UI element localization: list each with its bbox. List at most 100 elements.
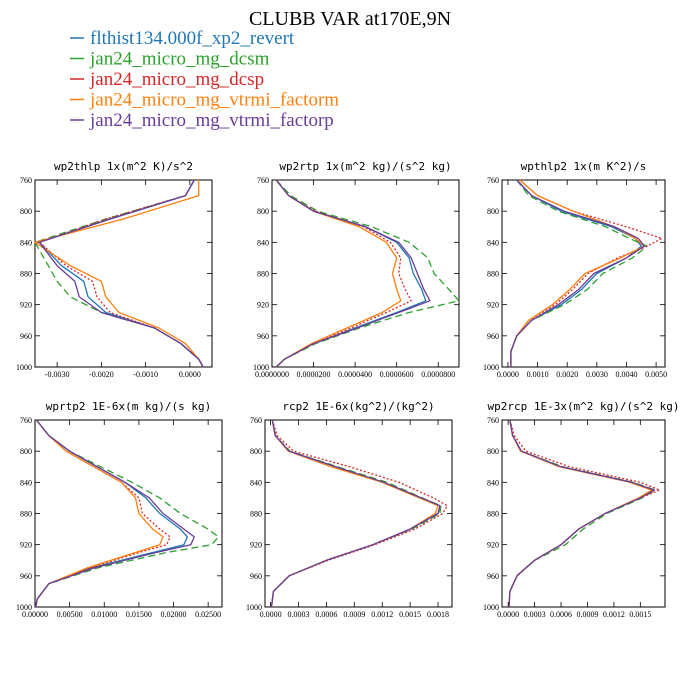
y-tick-label: 920 bbox=[257, 301, 269, 310]
series-line bbox=[35, 419, 189, 608]
x-tick-label: 0.0000 bbox=[497, 610, 519, 619]
series-line bbox=[508, 419, 656, 608]
series-line bbox=[275, 179, 431, 368]
y-tick-label: 1000 bbox=[16, 363, 32, 372]
y-tick-label: 760 bbox=[487, 176, 499, 185]
series-line bbox=[38, 179, 204, 368]
y-tick-label: 1000 bbox=[483, 603, 499, 612]
chart-panel: wprtp2 1E-6x(m kg)/(s kg) 760 800 840 880 920… bbox=[16, 400, 223, 619]
x-tick-label: 0.0000400 bbox=[338, 370, 372, 379]
y-tick-label: 880 bbox=[257, 270, 269, 279]
x-tick-label: 0.0009 bbox=[343, 610, 365, 619]
y-tick-label: 960 bbox=[487, 332, 499, 341]
x-tick-label: 0.00000 bbox=[22, 610, 48, 619]
y-tick-label: 920 bbox=[250, 541, 262, 550]
y-tick-label: 800 bbox=[487, 447, 499, 456]
legend-entry-label: jan24_micro_mg_dcsm bbox=[89, 49, 270, 70]
x-tick-label: 0.0050 bbox=[645, 370, 667, 379]
x-tick-label: -0.0010 bbox=[133, 370, 158, 379]
panel-title: wp2rcp 1E-3x(m^2 kg)/(s^2 kg) bbox=[487, 400, 679, 413]
x-tick-label: 0.0018 bbox=[427, 610, 449, 619]
x-tick-label: 0.0000000 bbox=[255, 370, 289, 379]
x-tick-label: 0.0003 bbox=[524, 610, 546, 619]
x-tick-label: 0.0000600 bbox=[380, 370, 414, 379]
series-line bbox=[275, 179, 460, 368]
y-tick-label: 840 bbox=[257, 238, 269, 247]
x-tick-label: 0.0000 bbox=[497, 370, 519, 379]
y-tick-label: 760 bbox=[20, 416, 32, 425]
y-tick-label: 800 bbox=[250, 447, 262, 456]
series-line bbox=[270, 419, 442, 608]
y-tick-label: 960 bbox=[257, 332, 269, 341]
x-tick-label: 0.0012 bbox=[371, 610, 393, 619]
y-tick-label: 920 bbox=[487, 301, 499, 310]
y-tick-label: 840 bbox=[20, 478, 32, 487]
y-tick-label: 1000 bbox=[483, 363, 499, 372]
plot-frame bbox=[34, 179, 213, 368]
series-line bbox=[508, 419, 653, 608]
series-line bbox=[510, 179, 642, 367]
series-line bbox=[275, 179, 427, 368]
x-tick-label: 0.0000 bbox=[179, 370, 201, 379]
x-tick-label: 0.0000200 bbox=[297, 370, 331, 379]
panel-title: wp2rtp 1x(m^2 kg)/(s^2 kg) bbox=[279, 160, 451, 173]
y-tick-label: 880 bbox=[250, 510, 262, 519]
y-tick-label: 760 bbox=[20, 176, 32, 185]
series-line bbox=[270, 419, 448, 608]
y-tick-label: 880 bbox=[487, 510, 499, 519]
chart-panel: wp2rtp 1x(m^2 kg)/(s^2 kg) 760 800 840 880 92… bbox=[253, 160, 460, 379]
x-tick-label: 0.01000 bbox=[91, 610, 117, 619]
series-line bbox=[38, 179, 204, 368]
y-tick-label: 800 bbox=[257, 207, 269, 216]
legend-entry-label: jan24_micro_mg_vtrmi_factorp bbox=[89, 110, 334, 131]
y-tick-label: 920 bbox=[20, 301, 32, 310]
x-tick-label: -0.0030 bbox=[45, 370, 70, 379]
y-tick-label: 760 bbox=[257, 176, 269, 185]
panel-title: wp2thlp 1x(m^2 K)/s^2 bbox=[54, 160, 193, 173]
x-tick-label: 0.0006 bbox=[550, 610, 572, 619]
series-line bbox=[510, 179, 648, 367]
y-tick-label: 880 bbox=[20, 510, 32, 519]
series-line bbox=[34, 180, 204, 368]
series-line bbox=[508, 419, 656, 608]
y-tick-label: 920 bbox=[20, 541, 32, 550]
x-tick-label: 0.0020 bbox=[556, 370, 578, 379]
x-tick-label: 0.0030 bbox=[586, 370, 608, 379]
x-tick-label: 0.0015 bbox=[629, 610, 651, 619]
series-line bbox=[35, 419, 171, 608]
y-tick-label: 840 bbox=[20, 238, 32, 247]
x-tick-label: 0.0009 bbox=[576, 610, 598, 619]
series-line bbox=[275, 179, 402, 368]
plot-frame bbox=[264, 419, 453, 608]
x-tick-label: 0.02500 bbox=[195, 610, 221, 619]
series-line bbox=[270, 419, 441, 608]
y-tick-label: 760 bbox=[487, 416, 499, 425]
x-tick-label: 0.02000 bbox=[161, 610, 187, 619]
x-tick-label: 0.0006 bbox=[315, 610, 337, 619]
chart-panel: rcp2 1E-6x(kg^2)/(kg^2) 760 800 840 880 920 96… bbox=[246, 400, 453, 619]
plot-frame bbox=[501, 179, 666, 368]
series-line bbox=[270, 419, 441, 608]
series-line bbox=[275, 179, 412, 368]
y-tick-label: 920 bbox=[487, 541, 499, 550]
panel-title: wprtp2 1E-6x(m kg)/(s kg) bbox=[46, 400, 212, 413]
panel-title: rcp2 1E-6x(kg^2)/(kg^2) bbox=[282, 400, 434, 413]
series-line bbox=[508, 419, 655, 608]
series-line bbox=[510, 179, 645, 367]
y-tick-label: 800 bbox=[487, 207, 499, 216]
x-tick-label: 0.01500 bbox=[126, 610, 152, 619]
legend-entry-label: jan24_micro_mg_dcsp bbox=[89, 69, 264, 90]
legend-entry-label: jan24_micro_mg_vtrmi_factorm bbox=[89, 90, 339, 111]
x-tick-label: 0.0010 bbox=[527, 370, 549, 379]
x-tick-label: 0.0000 bbox=[260, 610, 282, 619]
x-tick-label: 0.0003 bbox=[287, 610, 309, 619]
y-tick-label: 760 bbox=[250, 416, 262, 425]
x-tick-label: 0.0000800 bbox=[421, 370, 455, 379]
y-tick-label: 840 bbox=[250, 478, 262, 487]
x-tick-label: 0.0040 bbox=[615, 370, 637, 379]
panel-title: wpthlp2 1x(m K^2)/s bbox=[521, 160, 647, 173]
y-tick-label: 800 bbox=[20, 207, 32, 216]
plot-frame bbox=[501, 419, 666, 608]
chart-panel: wp2thlp 1x(m^2 K)/s^2 760 800 840 880 920 960 1… bbox=[16, 160, 213, 379]
